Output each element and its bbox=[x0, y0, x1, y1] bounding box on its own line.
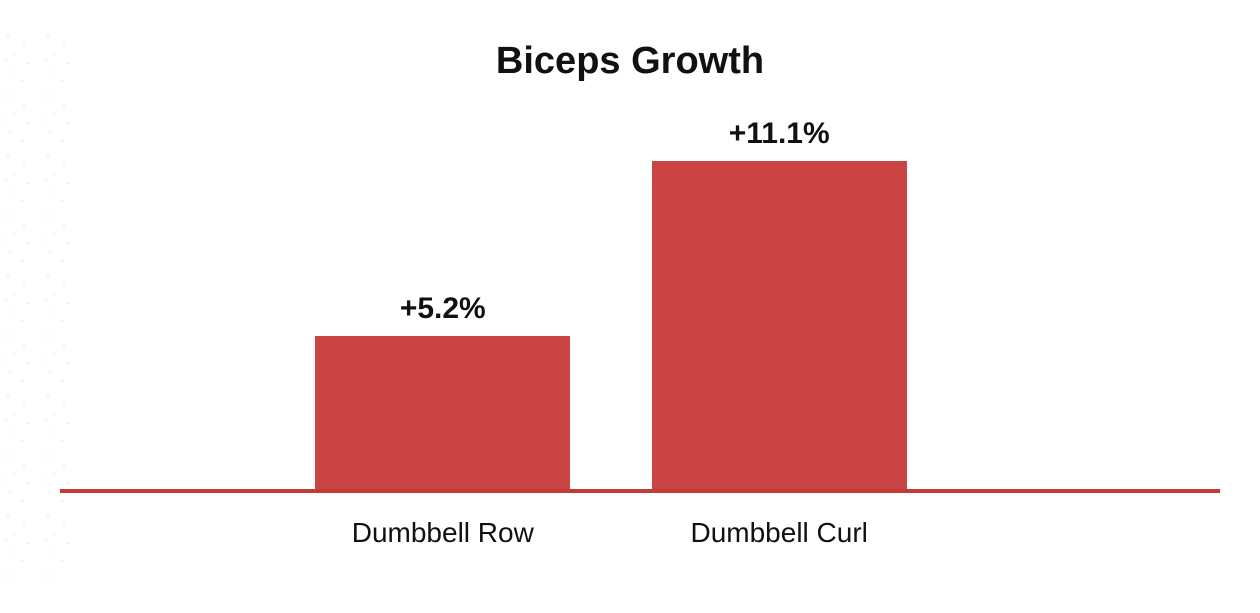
chart-plot-area: +5.2% Dumbbell Row +11.1% Dumbbell Curl bbox=[60, 120, 1220, 493]
bar-dumbbell-row: +5.2% Dumbbell Row bbox=[315, 336, 570, 490]
bar-dumbbell-curl: +11.1% Dumbbell Curl bbox=[652, 161, 907, 489]
bar-value-label: +5.2% bbox=[315, 292, 570, 326]
chart-baseline bbox=[60, 489, 1220, 493]
chart-title: Biceps Growth bbox=[0, 40, 1260, 83]
biceps-growth-chart: Biceps Growth +5.2% Dumbbell Row +11.1% … bbox=[0, 0, 1260, 613]
bar-category-label: Dumbbell Curl bbox=[652, 489, 907, 549]
bar-value-label: +11.1% bbox=[652, 117, 907, 151]
bar-category-label: Dumbbell Row bbox=[315, 489, 570, 549]
